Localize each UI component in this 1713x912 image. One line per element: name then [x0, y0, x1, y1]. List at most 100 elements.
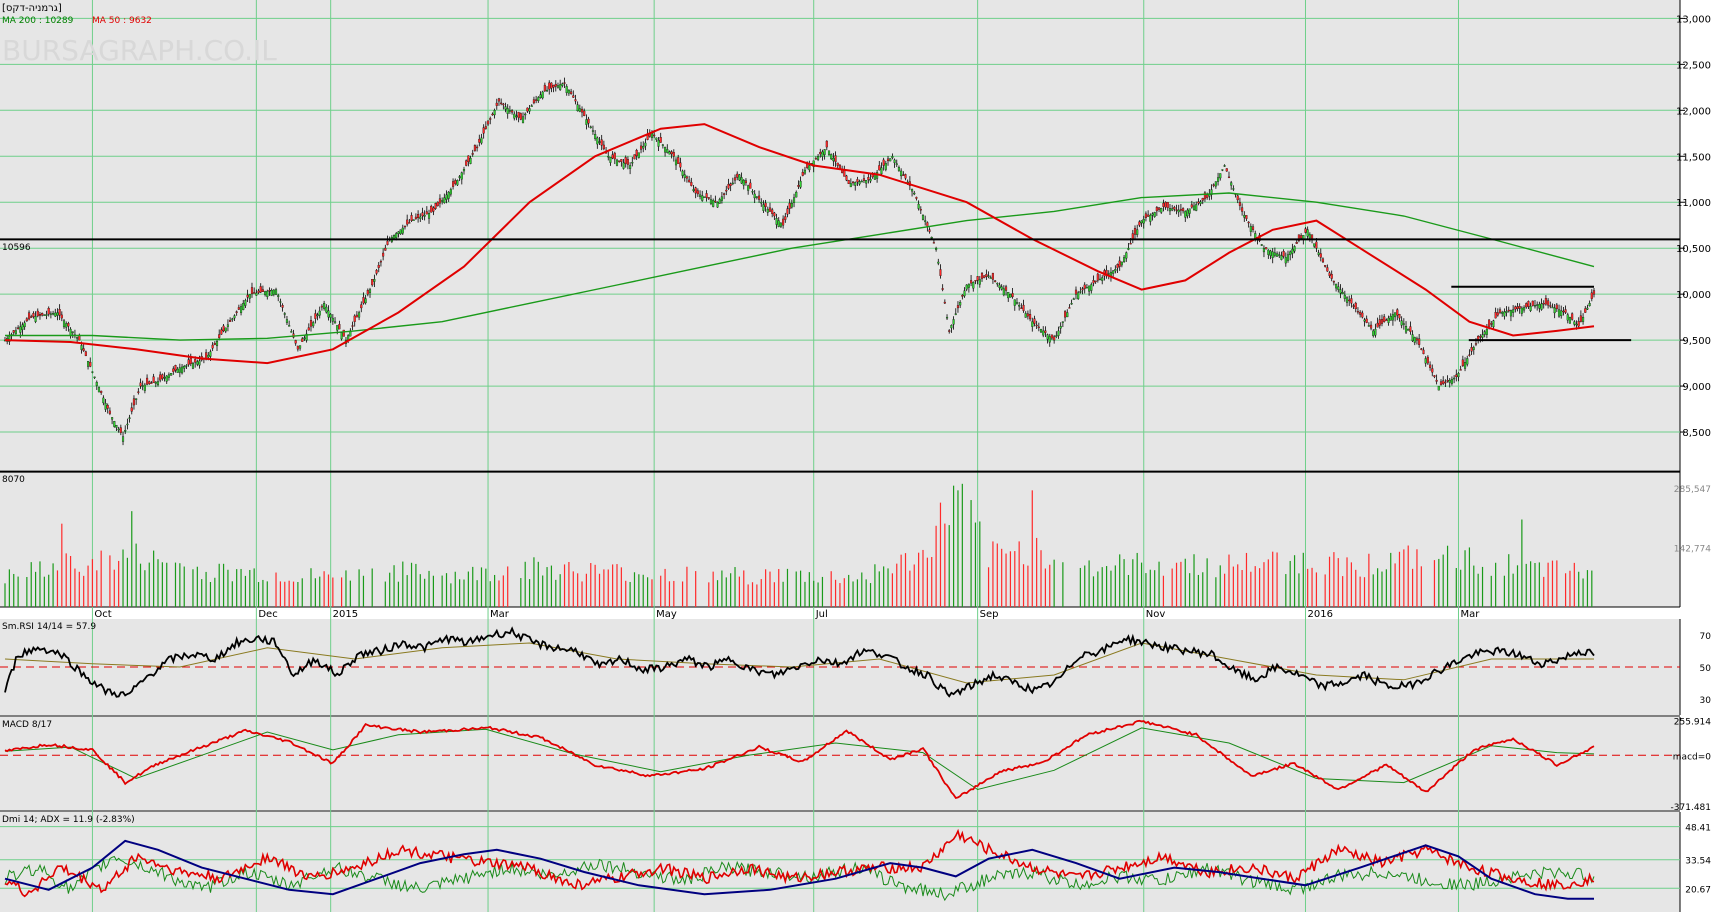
candle-body: [1413, 337, 1416, 343]
candle-body: [744, 180, 748, 184]
candle-body: [858, 181, 861, 185]
candle-body: [454, 180, 457, 184]
candle-body: [991, 272, 994, 280]
candle-body: [1536, 304, 1539, 306]
candle-body: [1571, 313, 1574, 320]
volume-bar: [590, 563, 592, 607]
candle-body: [502, 103, 505, 106]
volume-bar: [786, 568, 789, 607]
candle-body: [559, 84, 562, 90]
candle-body: [484, 126, 487, 129]
candle-body: [189, 357, 192, 365]
candle-body: [471, 153, 474, 155]
candle-body: [1004, 286, 1008, 291]
volume-bar: [1346, 557, 1348, 607]
candle-body: [602, 144, 605, 150]
volume-bar: [1049, 564, 1051, 607]
candle-body: [14, 330, 17, 335]
candle-body: [546, 89, 549, 92]
candle-body: [56, 312, 59, 316]
volume-bar: [834, 579, 837, 607]
candle-body: [264, 291, 267, 295]
volume-bar: [607, 569, 609, 607]
candle-body: [613, 152, 616, 160]
candle-body: [261, 289, 264, 293]
candle-body: [32, 313, 35, 317]
volume-bar: [1359, 576, 1361, 607]
chart-title: [גרמניה-דקס]: [2, 3, 62, 14]
volume-bar: [349, 580, 351, 607]
candle-body: [1525, 303, 1528, 308]
candle-body: [111, 417, 114, 420]
candle-body: [1328, 272, 1331, 276]
candle-body: [655, 137, 658, 140]
candle-body: [723, 193, 726, 195]
candle-body: [626, 159, 629, 165]
x-tick-label: Dec: [258, 609, 277, 620]
candle-body: [843, 170, 846, 177]
volume-bar: [1342, 576, 1344, 607]
candle-body: [827, 150, 831, 155]
candle-body: [631, 162, 634, 164]
macd-tick-label: 255.914: [1674, 717, 1711, 727]
candle-body: [1446, 379, 1449, 382]
volume-bar: [612, 564, 614, 607]
volume-bar: [26, 576, 28, 607]
candle-body: [185, 365, 188, 367]
volume-bar: [760, 579, 762, 607]
candle-body: [670, 151, 673, 155]
volume-bar: [974, 522, 977, 607]
volume-bar: [236, 569, 238, 607]
candle-body: [1291, 248, 1294, 254]
candle-body: [399, 229, 402, 235]
candle-body: [1429, 364, 1432, 368]
volume-bar: [183, 566, 185, 607]
candle-body: [504, 106, 507, 110]
candle-body: [1160, 208, 1163, 213]
volume-bar: [581, 581, 583, 607]
volume-bar: [843, 578, 845, 607]
volume-bar: [1005, 553, 1007, 607]
candle-body: [1282, 251, 1285, 257]
candle-body: [1470, 347, 1473, 352]
candle-body: [491, 113, 494, 116]
candle-body: [150, 382, 153, 384]
volume-bar: [939, 502, 942, 607]
candle-body: [244, 300, 247, 306]
volume-bar: [830, 571, 832, 607]
volume-bar: [918, 552, 920, 607]
candle-body: [170, 373, 173, 376]
candle-body: [561, 83, 564, 86]
candle-body: [432, 207, 435, 212]
volume-bar: [240, 568, 242, 607]
candle-body: [1096, 273, 1099, 281]
candle-body: [801, 171, 804, 176]
candle-body: [1343, 294, 1346, 299]
candle-body: [847, 180, 850, 184]
candle-body: [799, 180, 802, 188]
candle-body: [961, 295, 964, 297]
volume-bar: [1385, 569, 1387, 607]
candle-body: [825, 140, 828, 148]
candle-body: [950, 325, 953, 329]
volume-bar: [266, 581, 268, 607]
volume-bar: [620, 567, 622, 607]
volume-bar: [1154, 570, 1156, 607]
candle-body: [1424, 358, 1427, 364]
candle-body: [937, 261, 940, 264]
candle-body: [878, 165, 881, 171]
candle-body: [1035, 324, 1038, 327]
candle-body: [738, 174, 741, 181]
volume-bar: [174, 562, 177, 607]
candle-body: [1273, 252, 1276, 256]
volume-bar: [795, 571, 797, 607]
candle-body: [194, 359, 197, 363]
candle-body: [246, 294, 249, 298]
candle-body: [395, 233, 398, 238]
candle-body: [1149, 214, 1152, 222]
candle-body: [270, 290, 273, 296]
candle-body: [1474, 343, 1478, 345]
candle-body: [146, 377, 149, 385]
candle-body: [106, 405, 109, 409]
volume-bar: [861, 572, 863, 607]
